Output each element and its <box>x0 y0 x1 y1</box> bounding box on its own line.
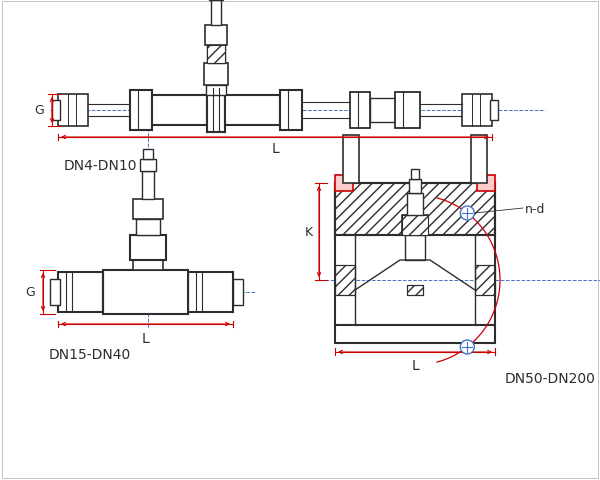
Bar <box>407 286 423 295</box>
Bar <box>207 46 225 64</box>
Bar <box>52 101 60 121</box>
Bar <box>136 219 160 236</box>
Bar <box>471 136 487 184</box>
Bar <box>490 101 498 121</box>
Bar <box>335 265 355 295</box>
Text: L: L <box>271 142 279 156</box>
Bar <box>211 1 221 26</box>
Text: K: K <box>305 226 313 239</box>
Bar <box>103 270 188 314</box>
Circle shape <box>460 206 475 220</box>
Text: L: L <box>141 331 149 345</box>
Bar <box>207 46 225 64</box>
Bar <box>335 325 495 343</box>
Bar <box>335 265 355 295</box>
Circle shape <box>460 340 475 354</box>
Bar <box>188 273 233 312</box>
Text: n-d: n-d <box>525 202 545 215</box>
Bar <box>477 176 495 192</box>
Bar <box>133 261 163 270</box>
Bar <box>370 99 395 123</box>
Text: G: G <box>34 104 44 117</box>
Bar <box>133 200 163 219</box>
Bar <box>207 89 225 133</box>
Bar <box>130 91 152 131</box>
Bar <box>335 176 353 192</box>
Bar <box>225 96 280 126</box>
Bar <box>280 91 302 131</box>
Bar <box>335 184 495 236</box>
Bar <box>407 286 423 295</box>
Bar <box>335 184 495 236</box>
Text: DN15-DN40: DN15-DN40 <box>49 347 131 361</box>
Bar <box>233 279 243 305</box>
Text: DN50-DN200: DN50-DN200 <box>505 371 596 385</box>
Bar <box>136 219 160 236</box>
Bar <box>204 64 228 86</box>
Bar <box>58 273 103 312</box>
Text: L: L <box>411 358 419 372</box>
Bar <box>409 180 421 193</box>
Bar <box>142 172 154 200</box>
Text: G: G <box>25 286 35 299</box>
Bar <box>343 136 359 184</box>
Bar <box>130 236 166 261</box>
Bar <box>58 95 88 127</box>
Bar <box>206 86 226 96</box>
Bar <box>475 265 495 295</box>
Bar <box>475 265 495 295</box>
Bar <box>140 160 156 172</box>
Bar <box>209 0 223 1</box>
Bar <box>402 216 428 236</box>
Bar <box>50 279 60 305</box>
Bar <box>462 95 492 127</box>
Bar <box>395 93 420 129</box>
Bar <box>152 96 207 126</box>
Bar <box>411 169 419 180</box>
Bar <box>405 236 425 261</box>
Bar <box>143 150 153 160</box>
Bar <box>407 193 423 216</box>
Text: DN4-DN10: DN4-DN10 <box>63 159 137 173</box>
Bar <box>205 26 227 46</box>
Bar <box>402 216 428 236</box>
Bar <box>350 93 370 129</box>
